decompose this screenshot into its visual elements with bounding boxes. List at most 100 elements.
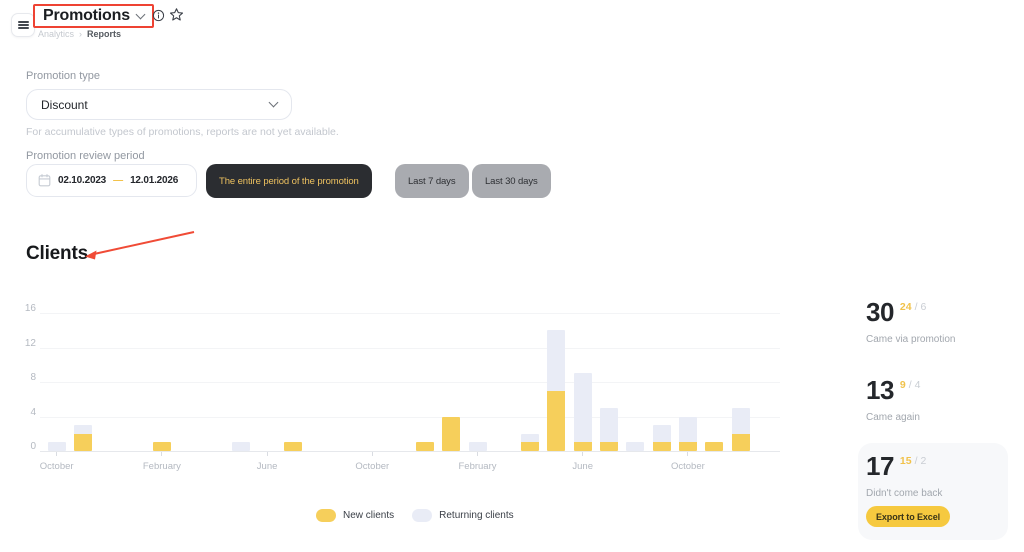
bar-segment-new-clients [547, 390, 566, 451]
clients-heading: Clients [26, 243, 88, 264]
chart-bar-may-2025[interactable] [547, 330, 566, 451]
stats-panel: 30 24 / 6 Came via promotion 13 9 / 4 Ca… [858, 290, 1018, 552]
period-entire-button[interactable]: The entire period of the promotion [206, 164, 372, 198]
calendar-icon [38, 174, 51, 187]
bar-segment-returning-clients [731, 407, 750, 434]
x-axis-tick-label: October [355, 461, 390, 472]
x-axis-tick-label: June [572, 461, 593, 472]
star-icon[interactable] [169, 7, 184, 27]
bar-segment-returning-clients [521, 433, 540, 443]
stat-label: Came again [866, 412, 920, 423]
export-to-excel-button[interactable]: Export to Excel [866, 506, 951, 527]
bar-segment-returning-clients [678, 416, 697, 443]
bar-segment-new-clients [74, 433, 92, 451]
legend-label: New clients [343, 510, 395, 521]
bar-segment-new-clients [442, 416, 461, 451]
hamburger-icon [17, 19, 29, 31]
clients-chart: 0 4 8 12 16 October February June October Februar… [0, 290, 800, 540]
date-to: 12.01.2026 [130, 175, 179, 186]
bar-segment-new-clients [652, 442, 671, 451]
chart-bar-feb-2024[interactable] [152, 442, 171, 451]
gridline [40, 382, 780, 383]
x-axis-tick [371, 452, 373, 456]
y-axis-tick-label: 8 [30, 372, 36, 383]
legend-label: Returning clients [439, 510, 514, 521]
bar-segment-new-clients [678, 442, 697, 451]
gridline [40, 416, 780, 418]
bar-segment-returning-clients [74, 425, 92, 434]
promotion-type-select[interactable]: Discount [26, 89, 292, 120]
red-arrow-annotation [85, 231, 195, 260]
chart-bar-apr-2025[interactable] [521, 433, 540, 451]
stat-breakdown-returning: / 6 [914, 301, 927, 313]
bar-segment-returning-clients [600, 407, 618, 443]
bar-segment-returning-clients [573, 373, 592, 443]
chart-bar-sep-2025[interactable] [652, 425, 671, 451]
chart-bar-jan-2025[interactable] [442, 416, 461, 451]
chart-bar-aug-2025[interactable] [626, 442, 645, 451]
stat-value: 30 [866, 297, 894, 327]
chart-bar-oct-2023[interactable] [47, 442, 66, 451]
x-axis-tick-label: June [256, 461, 278, 472]
legend-item-returning-clients[interactable]: Returning clients [412, 509, 514, 522]
returning-clients-swatch [412, 509, 433, 522]
chart-bar-jul-2025[interactable] [600, 407, 618, 451]
period-last-30-days-button[interactable]: Last 30 days [472, 164, 551, 198]
breadcrumb: Analytics › Reports [38, 29, 121, 39]
chart-bar-oct-2025[interactable] [678, 416, 697, 451]
stat-breakdown: 9 / 4 [900, 379, 921, 391]
gridline [40, 313, 780, 314]
bar-segment-new-clients [521, 442, 540, 451]
bar-segment-new-clients [573, 442, 592, 451]
date-from: 02.10.2023 [58, 175, 107, 186]
stat-breakdown-new: 24 [899, 301, 912, 313]
chevron-down-icon [268, 97, 279, 108]
x-axis-tick-label: February [142, 461, 181, 472]
stat-value: 13 [866, 375, 894, 405]
bar-segment-new-clients [705, 442, 724, 451]
bar-segment-returning-clients [468, 442, 487, 451]
period-last-7-days-button[interactable]: Last 7 days [395, 164, 469, 198]
promotions-dropdown[interactable]: Promotions [33, 4, 154, 28]
stat-label: Didn't come back [866, 488, 943, 499]
chart-bar-jun-2025[interactable] [573, 373, 592, 451]
info-icon[interactable] [152, 9, 165, 27]
x-axis-tick [477, 452, 478, 456]
x-axis-tick [266, 452, 268, 456]
x-axis-tick-label: February [458, 461, 497, 472]
x-axis-tick-label: October [670, 461, 705, 472]
stat-came-again: 13 9 / 4 Came again [866, 376, 920, 423]
chart-bar-nov-2023[interactable] [74, 425, 92, 451]
x-axis-tick [582, 452, 584, 456]
review-period-label: Promotion review period [26, 150, 145, 162]
stat-value: 17 [866, 451, 894, 481]
chart-bar-nov-2025[interactable] [705, 442, 724, 451]
chart-bar-dec-2024[interactable] [415, 442, 434, 451]
x-axis-tick [56, 452, 58, 456]
date-range-input[interactable]: 02.10.2023 — 12.01.2026 [26, 164, 197, 197]
y-axis-tick-label: 12 [24, 337, 36, 349]
x-axis-tick [161, 452, 163, 456]
chart-bar-jul-2024[interactable] [284, 442, 303, 451]
menu-button[interactable] [11, 13, 35, 37]
bar-segment-returning-clients [652, 425, 671, 443]
promotion-type-label: Promotion type [26, 70, 100, 82]
chart-bar-feb-2025[interactable] [468, 442, 487, 451]
bar-segment-returning-clients [47, 442, 66, 451]
breadcrumb-analytics[interactable]: Analytics [38, 29, 75, 39]
chevron-down-icon [135, 9, 146, 19]
x-axis-tick [687, 452, 689, 456]
stat-label: Came via promotion [866, 334, 956, 345]
legend-item-new-clients[interactable]: New clients [316, 509, 394, 522]
bar-segment-new-clients [731, 433, 750, 451]
promotion-type-value: Discount [41, 97, 88, 112]
y-axis-tick-label: 4 [30, 406, 36, 418]
stat-came-via-promotion: 30 24 / 6 Came via promotion [866, 298, 955, 345]
stat-breakdown: 15 / 2 [900, 455, 926, 467]
chart-bar-may-2024[interactable] [231, 442, 250, 451]
stat-breakdown-returning: / 4 [908, 379, 921, 391]
breadcrumb-reports[interactable]: Reports [87, 29, 122, 39]
chart-bar-dec-2025[interactable] [731, 407, 750, 451]
bar-segment-new-clients [600, 442, 618, 451]
bar-segment-returning-clients [547, 330, 566, 391]
